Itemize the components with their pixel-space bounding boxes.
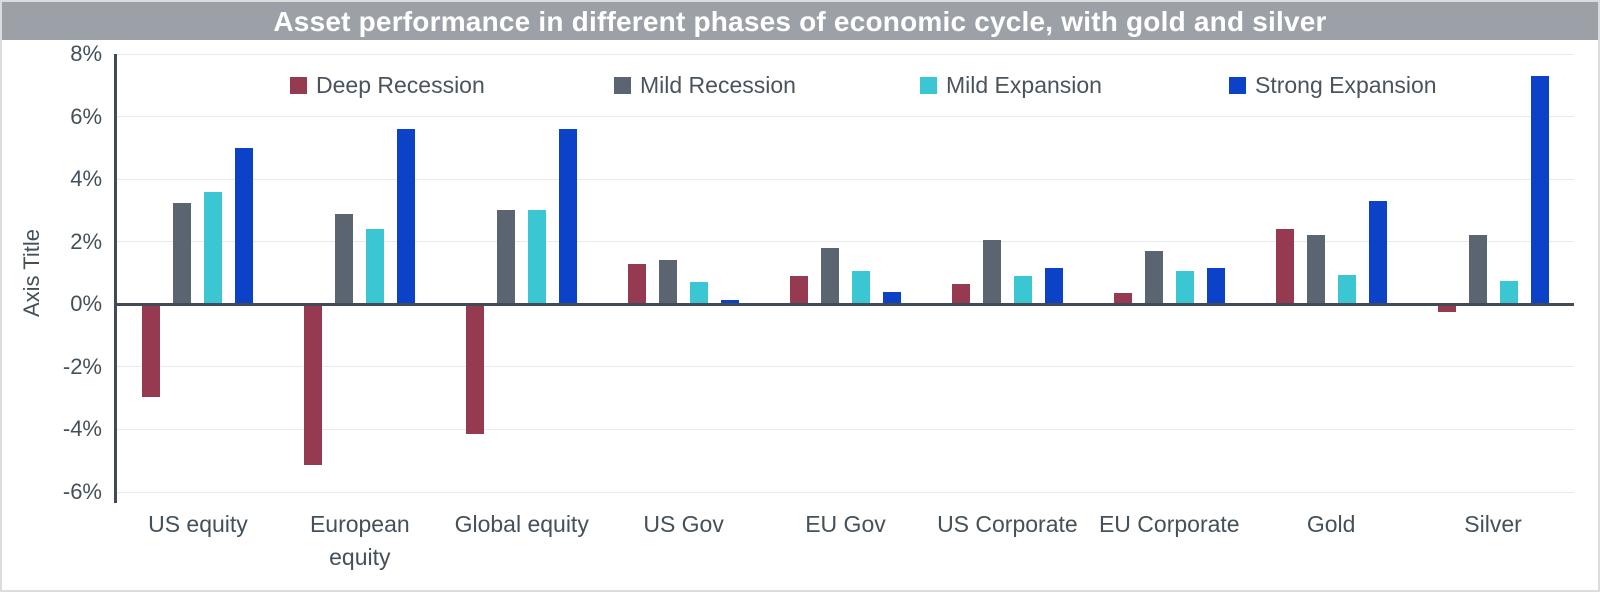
- legend-label: Deep Recession: [316, 72, 485, 98]
- bar-mild-expansion: [852, 271, 870, 305]
- y-tick-label: 6%: [70, 103, 102, 129]
- bar-deep-recession: [466, 305, 485, 435]
- gridline: [117, 366, 1574, 368]
- bar-mild-recession: [173, 202, 192, 305]
- bar-deep-recession: [1275, 229, 1294, 305]
- legend-swatch-icon: [290, 77, 307, 94]
- gridline: [117, 428, 1574, 430]
- bar-deep-recession: [790, 276, 808, 305]
- bar-deep-recession: [142, 305, 161, 397]
- bar-strong-expansion: [397, 129, 416, 305]
- y-tick-label: 0%: [70, 291, 102, 317]
- y-tick-label: 2%: [70, 228, 102, 254]
- bar-mild-recession: [821, 247, 839, 305]
- legend-item-mild-expansion: Mild Expansion: [920, 72, 1102, 99]
- category-label: US Gov: [643, 511, 724, 537]
- category-label: EU Corporate: [1098, 511, 1240, 537]
- legend-label: Strong Expansion: [1255, 72, 1437, 98]
- legend-swatch-icon: [614, 77, 631, 94]
- bar-mild-recession: [497, 210, 516, 305]
- category-label: Global equity: [454, 511, 589, 537]
- legend-label: Mild Recession: [640, 72, 796, 98]
- bar-mild-recession: [335, 213, 354, 305]
- bar-mild-expansion: [366, 229, 385, 305]
- category-label: Gold: [1306, 511, 1356, 537]
- bar-mild-recession: [1306, 235, 1325, 305]
- bar-mild-expansion: [1175, 271, 1194, 305]
- y-tick-label: 4%: [70, 166, 102, 192]
- legend-item-strong-expansion: Strong Expansion: [1229, 72, 1437, 99]
- category-label: US equity: [148, 511, 248, 537]
- legend-label: Mild Expansion: [946, 72, 1102, 98]
- gridline: [117, 241, 1574, 243]
- bar-strong-expansion: [1530, 75, 1549, 305]
- gridline: [117, 491, 1574, 493]
- legend: Deep Recession Mild Recession Mild Expansi…: [2, 72, 1598, 102]
- category-label: EU Gov: [805, 511, 886, 537]
- bar-strong-expansion: [1368, 201, 1387, 305]
- bar-mild-expansion: [1499, 280, 1518, 305]
- x-category-labels: US equity European equity Global equity US …: [117, 508, 1574, 588]
- y-tick-label: -4%: [62, 416, 102, 442]
- bar-mild-recession: [982, 240, 1001, 305]
- bar-strong-expansion: [1044, 268, 1063, 305]
- y-axis-line: [114, 54, 117, 503]
- bar-mild-expansion: [690, 282, 709, 305]
- category-label: US Corporate: [937, 511, 1078, 537]
- bar-strong-expansion: [235, 147, 254, 305]
- y-tick-label: 8%: [70, 41, 102, 66]
- bar-deep-recession: [951, 283, 970, 305]
- bar-strong-expansion: [721, 299, 740, 305]
- bar-strong-expansion: [1206, 268, 1225, 305]
- plot-area: [114, 53, 1574, 503]
- legend-item-mild-recession: Mild Recession: [614, 72, 796, 99]
- bar-mild-expansion: [528, 210, 547, 305]
- bar-mild-expansion: [1337, 274, 1356, 305]
- category-label: European equity: [309, 511, 410, 570]
- bar-deep-recession: [628, 263, 647, 305]
- legend-swatch-icon: [1229, 77, 1246, 94]
- chart-title: Asset performance in different phases of…: [2, 2, 1598, 40]
- bar-mild-recession: [1468, 235, 1487, 305]
- bar-mild-expansion: [204, 191, 223, 305]
- bar-deep-recession: [304, 305, 323, 466]
- bar-mild-recession: [659, 260, 678, 305]
- legend-swatch-icon: [920, 77, 937, 94]
- bar-mild-recession: [1144, 251, 1163, 305]
- bar-deep-recession: [1113, 293, 1132, 305]
- bar-strong-expansion: [559, 129, 578, 305]
- legend-item-deep-recession: Deep Recession: [290, 72, 485, 99]
- y-tick-label: -6%: [62, 479, 102, 504]
- zero-axis-line: [117, 302, 1574, 306]
- gridline: [117, 116, 1574, 118]
- y-tick-label: -2%: [62, 353, 102, 379]
- gridline: [117, 178, 1574, 180]
- bar-mild-expansion: [1013, 276, 1032, 305]
- bar-strong-expansion: [883, 291, 901, 305]
- bar-deep-recession: [1437, 305, 1456, 313]
- gridline: [117, 53, 1574, 55]
- category-label: Silver: [1464, 511, 1522, 537]
